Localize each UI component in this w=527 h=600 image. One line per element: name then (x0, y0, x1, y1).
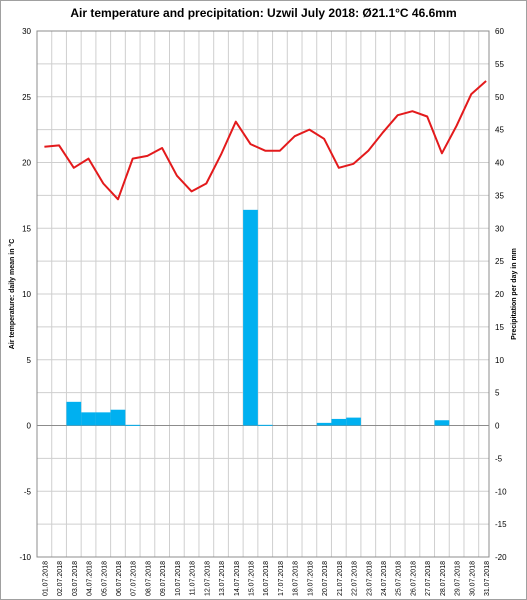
x-tick-label: 18.07.2018 (293, 561, 300, 596)
x-tick-label: 06.07.2018 (116, 561, 123, 596)
y-left-tick-label: 20 (22, 159, 31, 168)
y-left-tick-label: -5 (24, 487, 32, 496)
y-right-tick-label: -5 (495, 454, 503, 463)
y-left-tick-label: 25 (22, 93, 31, 102)
y-right-tick-label: 35 (495, 191, 504, 200)
y-left-tick-label: 30 (22, 27, 31, 36)
y-right-tick-label: -15 (495, 520, 507, 529)
y-right-tick-label: 40 (495, 159, 504, 168)
x-tick-label: 25.07.2018 (396, 561, 403, 596)
precip-bar (125, 424, 141, 426)
y-left-tick-label: 10 (22, 290, 31, 299)
y-left-tick-label: 15 (22, 224, 31, 233)
y-right-tick-label: 50 (495, 93, 504, 102)
x-tick-label: 09.07.2018 (160, 561, 167, 596)
x-tick-label: 10.07.2018 (175, 561, 182, 596)
x-tick-label: 26.07.2018 (410, 561, 417, 596)
precip-bar (81, 412, 96, 426)
x-tick-label: 28.07.2018 (440, 561, 447, 596)
precip-bar (331, 418, 347, 426)
x-tick-label: 13.07.2018 (219, 561, 226, 596)
y-right-tick-label: 0 (495, 422, 500, 431)
y-left-tick-label: -10 (19, 553, 31, 562)
y-right-tick-label: 5 (495, 389, 500, 398)
y-right-tick-label: 25 (495, 257, 504, 266)
x-tick-label: 05.07.2018 (101, 561, 108, 596)
x-tick-label: 23.07.2018 (366, 561, 373, 596)
y-left-tick-label: 0 (27, 422, 32, 431)
x-tick-label: 03.07.2018 (72, 561, 79, 596)
x-tick-label: 08.07.2018 (145, 561, 152, 596)
precip-bar (110, 409, 126, 426)
y-right-tick-label: 45 (495, 126, 504, 135)
plot-border (36, 30, 490, 558)
x-tick-label: 02.07.2018 (57, 561, 64, 596)
x-tick-label: 22.07.2018 (352, 561, 359, 596)
precip-bar (346, 417, 361, 426)
x-tick-label: 15.07.2018 (248, 561, 255, 596)
temperature-line (44, 80, 487, 201)
y-right-tick-label: 55 (495, 60, 504, 69)
x-tick-label: 11.07.2018 (190, 561, 197, 596)
y-right-tick-label: 15 (495, 323, 504, 332)
precip-bar (66, 401, 82, 426)
precip-bar (257, 424, 273, 426)
y-right-tick-label: -20 (495, 553, 507, 562)
precip-bar (316, 422, 332, 426)
y-right-tick-label: 30 (495, 224, 504, 233)
y-right-tick-label: 20 (495, 290, 504, 299)
x-tick-label: 12.07.2018 (204, 561, 211, 596)
x-tick-label: 04.07.2018 (87, 561, 94, 596)
x-tick-label: 17.07.2018 (278, 561, 285, 596)
y-right-tick-label: 10 (495, 356, 504, 365)
x-tick-label: 16.07.2018 (263, 561, 270, 596)
y-left-axis-label: Air temperature: daily mean in °C (8, 239, 16, 350)
x-tick-label: 31.07.2018 (484, 561, 491, 596)
y-right-tick-label: -10 (495, 487, 507, 496)
x-tick-label: 21.07.2018 (337, 561, 344, 596)
precip-bar (95, 412, 111, 426)
y-right-axis-label: Precipitation per day in mm (511, 248, 518, 340)
y-left-tick-label: 5 (27, 356, 32, 365)
chart-title: Air temperature and precipitation: Uzwil… (70, 6, 457, 20)
x-tick-label: 29.07.2018 (455, 561, 462, 596)
x-tick-label: 19.07.2018 (307, 561, 314, 596)
x-tick-label: 20.07.2018 (322, 561, 329, 596)
x-tick-label: 30.07.2018 (469, 561, 476, 596)
x-tick-label: 14.07.2018 (234, 561, 241, 596)
x-tick-label: 01.07.2018 (42, 561, 49, 596)
x-tick-label: 24.07.2018 (381, 561, 388, 596)
precip-bar (243, 209, 258, 426)
x-tick-label: 27.07.2018 (425, 561, 432, 596)
precip-bar (434, 420, 450, 426)
y-right-tick-label: 60 (495, 27, 504, 36)
x-tick-label: 07.07.2018 (131, 561, 138, 596)
